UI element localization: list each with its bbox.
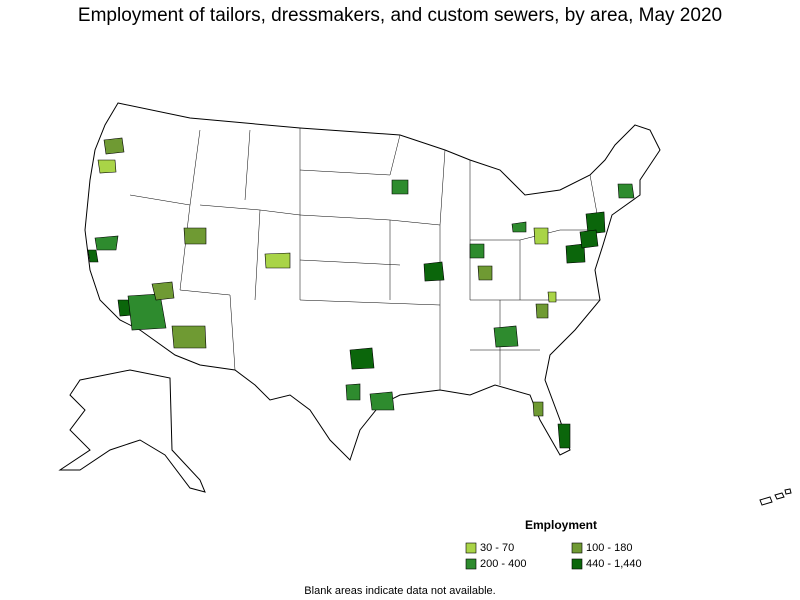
- metro-area: [87, 249, 99, 263]
- metro-area: [94, 235, 119, 251]
- hawaii: [759, 488, 792, 506]
- map-title: Employment of tailors, dressmakers, and …: [78, 5, 722, 26]
- metro-area: [97, 159, 117, 174]
- metro-area: [585, 211, 606, 235]
- metro-area: [171, 325, 207, 349]
- metro-area: [511, 221, 527, 233]
- lower-48: [84, 102, 661, 461]
- metro-area: [477, 265, 493, 281]
- metro-area: [369, 391, 395, 411]
- footnote: Blank areas indicate data not available.: [304, 585, 495, 597]
- legend-label: 200 - 400: [480, 558, 526, 570]
- legend-title: Employment: [525, 518, 597, 532]
- metro-area: [423, 261, 445, 282]
- metro-area: [617, 183, 635, 199]
- base-map: [58, 102, 792, 506]
- metro-area: [264, 252, 291, 269]
- metro-area: [345, 383, 361, 401]
- metro-area: [183, 227, 207, 245]
- metro-area: [127, 293, 167, 331]
- metro-area: [469, 243, 485, 259]
- metro-area: [391, 179, 409, 195]
- metro-area: [557, 423, 571, 449]
- legend-swatch: [571, 542, 583, 554]
- alaska: [58, 369, 206, 493]
- metro-area: [547, 291, 557, 303]
- legend: 30 - 70 100 - 180 200 - 400 440 - 1,440: [465, 542, 642, 570]
- metro-area: [579, 229, 599, 249]
- metro-area: [535, 303, 549, 319]
- legend-swatch: [465, 542, 477, 554]
- legend-swatch: [571, 558, 583, 570]
- regions: [87, 137, 635, 449]
- metro-area: [493, 325, 519, 348]
- metro-area: [349, 347, 375, 370]
- metro-area: [151, 281, 175, 301]
- legend-swatch: [465, 558, 477, 570]
- metro-area: [533, 227, 549, 245]
- metro-area: [565, 243, 586, 264]
- legend-label: 440 - 1,440: [586, 558, 642, 570]
- legend-label: 30 - 70: [480, 542, 514, 554]
- metro-area: [532, 401, 544, 417]
- legend-label: 100 - 180: [586, 542, 632, 554]
- metro-area: [103, 137, 125, 155]
